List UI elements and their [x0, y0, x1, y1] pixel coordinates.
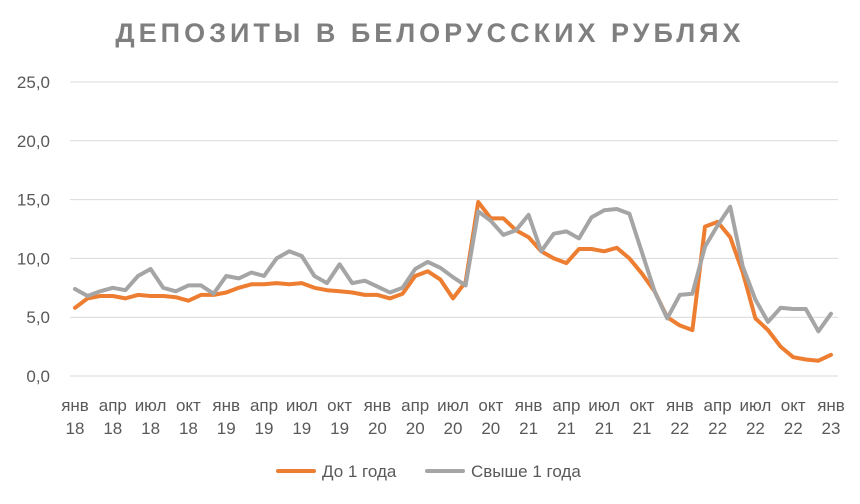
x-tick-label: окт 20: [478, 396, 503, 438]
series-lines: [73, 200, 833, 363]
x-tick-month: апр: [99, 396, 127, 415]
y-axis-ticks: 0,0 5,0 10,0 15,0 20,0 25,0: [17, 73, 50, 386]
x-tick-label: апр 22: [704, 396, 732, 438]
x-tick-month: янв: [212, 396, 240, 415]
x-tick-label: апр 20: [401, 396, 429, 438]
x-tick-label: окт 19: [327, 396, 352, 438]
x-tick-month: янв: [666, 396, 694, 415]
x-tick-month: июл: [437, 396, 469, 415]
x-tick-month: апр: [704, 396, 732, 415]
x-tick-month: июл: [135, 396, 167, 415]
x-tick-label: окт 18: [176, 396, 201, 438]
legend[interactable]: До 1 года Свыше 1 года: [276, 462, 581, 481]
x-tick-month: окт: [630, 396, 655, 415]
x-tick-month: июл: [588, 396, 620, 415]
x-tick-year: 18: [179, 419, 198, 438]
x-tick-label: апр 21: [552, 396, 580, 438]
x-tick-year: 21: [633, 419, 652, 438]
x-tick-year: 20: [444, 419, 463, 438]
y-tick-label: 0,0: [26, 367, 50, 386]
x-tick-year: 21: [519, 419, 538, 438]
x-tick-label: окт 21: [630, 396, 655, 438]
x-tick-label: апр 18: [99, 396, 127, 438]
x-tick-year: 22: [670, 419, 689, 438]
x-tick-label: янв 21: [515, 396, 543, 438]
y-tick-label: 25,0: [17, 73, 50, 92]
x-tick-year: 20: [368, 419, 387, 438]
y-tick-label: 20,0: [17, 132, 50, 151]
legend-label: Свыше 1 года: [471, 462, 581, 481]
x-tick-label: апр 19: [250, 396, 278, 438]
x-tick-label: июл 22: [740, 396, 772, 438]
x-tick-month: июл: [286, 396, 318, 415]
x-tick-month: янв: [61, 396, 89, 415]
y-tick-label: 5,0: [26, 308, 50, 327]
x-tick-label: июл 20: [437, 396, 469, 438]
x-tick-year: 18: [66, 419, 85, 438]
x-tick-year: 19: [255, 419, 274, 438]
gridlines: [70, 81, 838, 377]
x-tick-year: 22: [746, 419, 765, 438]
legend-item-1[interactable]: До 1 года: [276, 462, 397, 481]
series-line-2: [73, 204, 833, 334]
y-tick-label: 10,0: [17, 249, 50, 268]
x-tick-month: янв: [364, 396, 392, 415]
x-tick-month: окт: [781, 396, 806, 415]
x-tick-month: янв: [515, 396, 543, 415]
x-tick-year: 21: [557, 419, 576, 438]
x-tick-year: 23: [822, 419, 841, 438]
x-tick-month: апр: [552, 396, 580, 415]
x-tick-year: 20: [481, 419, 500, 438]
x-tick-year: 18: [141, 419, 160, 438]
x-tick-month: окт: [478, 396, 503, 415]
x-tick-label: окт 22: [781, 396, 806, 438]
x-tick-label: июл 19: [286, 396, 318, 438]
legend-item-2[interactable]: Свыше 1 года: [425, 462, 581, 481]
x-tick-month: янв: [817, 396, 845, 415]
series-line-1: [73, 200, 833, 363]
x-tick-label: янв 18: [61, 396, 89, 438]
x-tick-month: апр: [250, 396, 278, 415]
x-tick-year: 19: [292, 419, 311, 438]
x-tick-label: янв 23: [817, 396, 845, 438]
x-tick-label: янв 19: [212, 396, 240, 438]
x-tick-year: 19: [330, 419, 349, 438]
x-tick-year: 20: [406, 419, 425, 438]
x-tick-label: янв 20: [364, 396, 392, 438]
x-tick-label: янв 22: [666, 396, 694, 438]
chart-title: ДЕПОЗИТЫ В БЕЛОРУССКИХ РУБЛЯХ: [115, 18, 745, 48]
x-tick-year: 22: [784, 419, 803, 438]
x-tick-month: апр: [401, 396, 429, 415]
x-tick-year: 21: [595, 419, 614, 438]
x-tick-month: окт: [327, 396, 352, 415]
y-tick-label: 15,0: [17, 191, 50, 210]
x-tick-month: окт: [176, 396, 201, 415]
x-tick-year: 18: [103, 419, 122, 438]
x-tick-month: июл: [740, 396, 772, 415]
x-axis-ticks: янв 18 апр 18 июл 18 окт 18 янв 19 апр 19 июл 19 окт 19…: [61, 396, 845, 438]
x-tick-year: 19: [217, 419, 236, 438]
legend-label: До 1 года: [322, 462, 397, 481]
x-tick-label: июл 18: [135, 396, 167, 438]
x-tick-label: июл 21: [588, 396, 620, 438]
x-tick-year: 22: [708, 419, 727, 438]
